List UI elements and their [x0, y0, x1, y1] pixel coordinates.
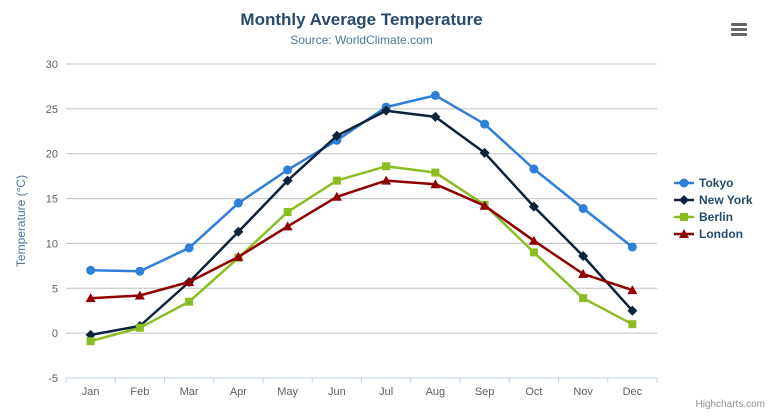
data-point-berlin[interactable] — [135, 323, 144, 332]
data-point-london[interactable] — [578, 268, 589, 278]
legend-label: New York — [699, 192, 753, 207]
series-line-tokyo — [89, 94, 634, 273]
legend-label: Berlin — [699, 209, 734, 224]
data-point-tokyo[interactable] — [430, 90, 440, 100]
data-point-london[interactable] — [85, 293, 96, 303]
hamburger-icon — [731, 28, 747, 31]
data-point-tokyo[interactable] — [184, 243, 194, 253]
legend-item-london[interactable]: London — [674, 225, 753, 242]
legend-item-tokyo[interactable]: Tokyo — [674, 174, 753, 191]
data-point-tokyo[interactable] — [233, 198, 243, 208]
data-point-london[interactable] — [134, 290, 145, 300]
data-point-london[interactable] — [528, 235, 539, 245]
credits-link[interactable]: Highcharts.com — [695, 399, 765, 410]
x-axis-label: Apr — [230, 386, 247, 398]
data-point-tokyo[interactable] — [135, 266, 145, 276]
data-point-berlin[interactable] — [529, 248, 538, 257]
data-point-tokyo[interactable] — [578, 203, 588, 213]
data-point-new-york[interactable] — [331, 130, 342, 141]
y-axis-label: 0 — [52, 328, 58, 340]
hamburger-icon — [731, 33, 747, 36]
x-axis-label: May — [277, 386, 298, 398]
data-point-new-york[interactable] — [578, 250, 589, 261]
triangle-legend-marker-icon — [674, 228, 694, 238]
y-axis-label: 10 — [46, 238, 58, 250]
data-point-london[interactable] — [479, 200, 490, 210]
legend: Tokyo New York Berlin London — [674, 174, 753, 242]
y-axis-label: 5 — [52, 283, 58, 295]
chart-title: Monthly Average Temperature — [240, 10, 483, 29]
data-point-tokyo[interactable] — [529, 164, 539, 174]
data-point-berlin[interactable] — [185, 297, 194, 306]
data-point-london[interactable] — [282, 221, 293, 231]
data-point-berlin[interactable] — [283, 208, 292, 217]
data-point-new-york[interactable] — [627, 305, 638, 316]
legend-item-new-york[interactable]: New York — [674, 191, 753, 208]
data-point-berlin[interactable] — [579, 294, 588, 303]
x-axis-label: Jan — [82, 386, 100, 398]
series-line-berlin — [89, 165, 634, 343]
x-axis-label: Dec — [623, 386, 643, 398]
export-menu-button[interactable] — [731, 23, 747, 36]
data-point-new-york[interactable] — [381, 105, 392, 116]
data-point-berlin[interactable] — [431, 168, 440, 177]
data-point-berlin[interactable] — [628, 320, 637, 329]
data-point-tokyo[interactable] — [480, 119, 490, 129]
series-line-london — [89, 179, 634, 300]
data-point-london[interactable] — [331, 191, 342, 201]
legend-item-berlin[interactable]: Berlin — [674, 208, 753, 225]
chart-subtitle: Source: WorldClimate.com — [290, 33, 433, 47]
data-point-berlin[interactable] — [332, 176, 341, 185]
data-point-new-york[interactable] — [479, 147, 490, 158]
diamond-legend-marker-icon — [674, 194, 694, 205]
square-legend-marker-icon — [674, 212, 694, 221]
y-axis-label: 30 — [46, 59, 58, 71]
data-point-new-york[interactable] — [528, 201, 539, 212]
x-axis-label: Aug — [426, 386, 446, 398]
x-axis-label: Oct — [525, 386, 542, 398]
data-point-london[interactable] — [233, 251, 244, 261]
data-point-new-york[interactable] — [430, 111, 441, 122]
data-point-berlin[interactable] — [382, 162, 391, 171]
x-axis-label: Mar — [180, 386, 199, 398]
series-line-new-york — [89, 109, 634, 337]
data-point-london[interactable] — [627, 285, 638, 295]
data-point-london[interactable] — [184, 277, 195, 287]
circle-legend-marker-icon — [674, 178, 694, 187]
data-point-tokyo[interactable] — [283, 165, 293, 175]
y-axis-label: 20 — [46, 149, 58, 161]
data-point-berlin[interactable] — [86, 337, 95, 346]
data-point-tokyo[interactable] — [627, 242, 637, 252]
data-point-new-york[interactable] — [282, 175, 293, 186]
data-point-london[interactable] — [381, 175, 392, 185]
legend-label: London — [699, 226, 743, 241]
y-axis-label: 15 — [46, 194, 58, 206]
legend-label: Tokyo — [699, 175, 734, 190]
y-axis-label: -5 — [48, 373, 58, 385]
x-axis-label: Nov — [573, 386, 593, 398]
x-axis-label: Jun — [328, 386, 346, 398]
data-point-new-york[interactable] — [233, 226, 244, 237]
x-axis-label: Sep — [475, 386, 495, 398]
y-axis-label: 25 — [46, 104, 58, 116]
x-axis-label: Feb — [130, 386, 149, 398]
hamburger-icon — [731, 23, 747, 26]
data-point-tokyo[interactable] — [86, 265, 96, 275]
data-point-london[interactable] — [430, 179, 441, 189]
x-axis-label: Jul — [379, 386, 393, 398]
